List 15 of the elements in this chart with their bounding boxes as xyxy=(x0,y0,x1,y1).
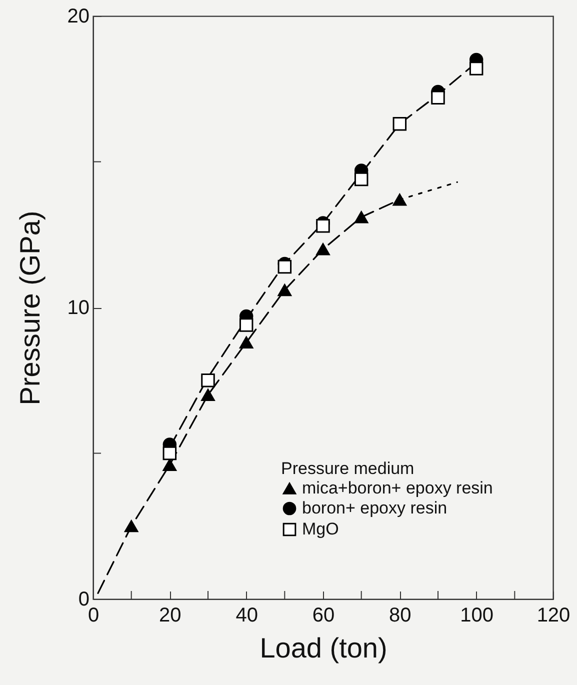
x-axis-title: Load (ton) xyxy=(260,632,388,664)
y-tick-label: 10 xyxy=(67,297,90,319)
x-tick-label: 80 xyxy=(389,604,412,626)
x-tick-label: 40 xyxy=(236,604,258,626)
x-tick-label: 120 xyxy=(536,604,570,626)
y-axis-title: Pressure (GPa) xyxy=(14,210,46,406)
legend-label: boron+ epoxy resin xyxy=(302,498,448,518)
legend-title: Pressure medium xyxy=(281,459,414,478)
y-tick-label: 20 xyxy=(67,6,90,28)
x-tick-label: 100 xyxy=(460,604,494,626)
x-tick-label: 20 xyxy=(159,604,182,626)
x-tick-label: 60 xyxy=(312,604,335,626)
y-tick-label: 0 xyxy=(78,588,90,610)
legend-label: mica+boron+ epoxy resin xyxy=(302,478,493,498)
legend-label: MgO xyxy=(302,520,339,538)
